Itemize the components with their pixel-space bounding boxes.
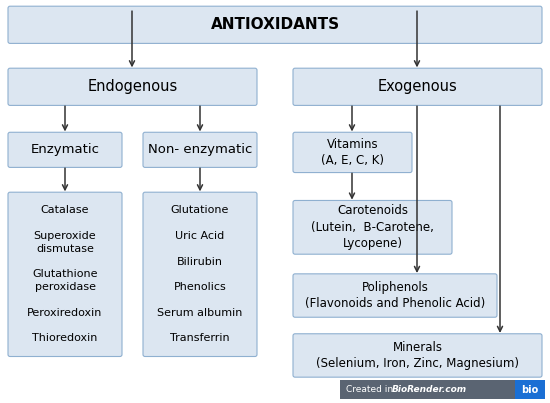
Text: Vitamins
(A, E, C, K): Vitamins (A, E, C, K) — [321, 138, 384, 167]
Text: Poliphenols
(Flavonoids and Phenolic Acid): Poliphenols (Flavonoids and Phenolic Aci… — [305, 281, 485, 310]
FancyBboxPatch shape — [293, 68, 542, 106]
Text: Carotenoids
(Lutein,  B-Carotene,
Lycopene): Carotenoids (Lutein, B-Carotene, Lycopen… — [311, 204, 434, 250]
Text: Glutatione

Uric Acid

Bilirubin

Phenolics

Serum albumin

Transferrin: Glutatione Uric Acid Bilirubin Phenolics… — [157, 206, 243, 343]
Text: BioRender.com: BioRender.com — [392, 385, 467, 394]
Text: Non- enzymatic: Non- enzymatic — [148, 143, 252, 156]
FancyBboxPatch shape — [8, 6, 542, 44]
FancyBboxPatch shape — [293, 132, 412, 172]
Text: Catalase

Superoxide
dismutase

Glutathione
peroxidase

Peroxiredoxin

Thioredox: Catalase Superoxide dismutase Glutathion… — [28, 206, 103, 343]
Text: Minerals
(Selenium, Iron, Zinc, Magnesium): Minerals (Selenium, Iron, Zinc, Magnesiu… — [316, 341, 519, 370]
Text: Endogenous: Endogenous — [87, 79, 178, 94]
FancyBboxPatch shape — [293, 200, 452, 254]
Text: Exogenous: Exogenous — [378, 79, 458, 94]
FancyBboxPatch shape — [293, 274, 497, 317]
FancyBboxPatch shape — [340, 380, 515, 399]
Text: Enzymatic: Enzymatic — [30, 143, 100, 156]
FancyBboxPatch shape — [8, 132, 122, 167]
FancyBboxPatch shape — [143, 192, 257, 357]
Text: Created in: Created in — [346, 385, 396, 394]
FancyBboxPatch shape — [143, 132, 257, 167]
FancyBboxPatch shape — [515, 380, 545, 399]
FancyBboxPatch shape — [293, 334, 542, 377]
Text: bio: bio — [521, 384, 538, 395]
FancyBboxPatch shape — [8, 192, 122, 357]
Text: ANTIOXIDANTS: ANTIOXIDANTS — [211, 17, 339, 32]
FancyBboxPatch shape — [8, 68, 257, 106]
